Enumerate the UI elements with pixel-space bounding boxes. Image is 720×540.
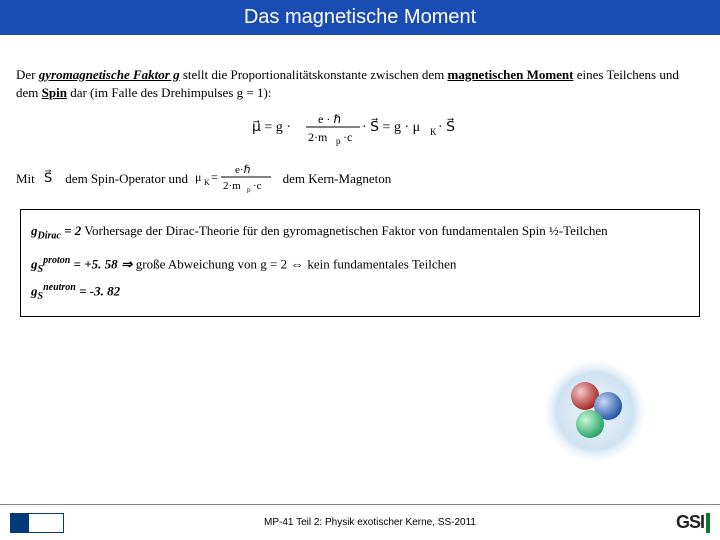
t: große Abweichung von g = 2 bbox=[136, 256, 287, 271]
dirac-text: Vorhersage der Dirac-Theorie für den gyr… bbox=[81, 223, 607, 238]
double-arrow-icon: ⇔ bbox=[287, 256, 307, 271]
nuclear-magneton-eq: μ K = e·ℏ 2·m p ·c bbox=[195, 161, 275, 197]
svg-text:K: K bbox=[430, 127, 437, 137]
svg-text:=: = bbox=[211, 170, 218, 184]
main-content: Der gyromagnetische Faktor g stellt die … bbox=[0, 35, 720, 317]
neutron-line: gSneutron = -3. 82 bbox=[31, 281, 689, 304]
proton-sup: proton bbox=[43, 255, 70, 266]
equation-mu-g-svg: μ⃗ = g · e · ℏ 2·m p ·c · S⃗ = g · μ K ·… bbox=[250, 107, 470, 147]
svg-text:e · ℏ: e · ℏ bbox=[318, 112, 341, 126]
svg-text:·c: ·c bbox=[343, 130, 352, 144]
t: dem Kern-Magneton bbox=[283, 171, 392, 186]
spin-operator-symbol: S⃗ bbox=[42, 168, 58, 190]
svg-text:μ⃗ = g ·: μ⃗ = g · bbox=[252, 120, 291, 135]
svg-text:p: p bbox=[247, 186, 251, 193]
neutron-sup: neutron bbox=[43, 282, 76, 293]
mit-line: Mit S⃗ dem Spin-Operator und μ K = e·ℏ 2… bbox=[16, 161, 704, 197]
proton-val: = +5. 58 bbox=[70, 256, 117, 271]
gyro-factor-term: gyromagnetische Faktor g bbox=[39, 67, 180, 82]
t: kein fundamentales Teilchen bbox=[307, 256, 456, 271]
title-bar: Das magnetische Moment bbox=[0, 0, 720, 35]
svg-text:2·m: 2·m bbox=[223, 180, 241, 192]
svg-text:· S⃗ = g · μ: · S⃗ = g · μ bbox=[362, 118, 420, 136]
gsi-text: GSI bbox=[676, 512, 704, 533]
svg-text:p: p bbox=[336, 136, 341, 146]
footer-text: MP-41 Teil 2: Physik exotischer Kerne, S… bbox=[264, 517, 476, 528]
arrow-icon: ⇒ bbox=[118, 256, 136, 271]
g-factor-box: gDirac = 2 Vorhersage der Dirac-Theorie … bbox=[20, 209, 700, 316]
dirac-sub: Dirac bbox=[38, 231, 61, 242]
svg-text:S⃗: S⃗ bbox=[44, 170, 52, 185]
gsi-logo: GSI bbox=[676, 512, 710, 533]
svg-text:2·m: 2·m bbox=[308, 130, 328, 144]
nucleon-illustration bbox=[540, 356, 650, 470]
footer-bar: MP-41 Teil 2: Physik exotischer Kerne, S… bbox=[0, 504, 720, 540]
svg-text:μ: μ bbox=[195, 170, 201, 184]
t: Der bbox=[16, 67, 39, 82]
svg-text:· S⃗: · S⃗ bbox=[438, 118, 455, 136]
gsi-bar-icon bbox=[706, 513, 710, 533]
page-title: Das magnetische Moment bbox=[244, 6, 476, 28]
proton-line: gSproton = +5. 58 ⇒ große Abweichung von… bbox=[31, 254, 689, 277]
dirac-val: = 2 bbox=[61, 223, 81, 238]
intro-text: Der gyromagnetische Faktor g stellt die … bbox=[16, 66, 704, 101]
svg-text:e·ℏ: e·ℏ bbox=[235, 164, 251, 176]
spin-term: Spin bbox=[42, 85, 67, 100]
university-logo bbox=[10, 513, 64, 533]
main-equation: μ⃗ = g · e · ℏ 2·m p ·c · S⃗ = g · μ K ·… bbox=[16, 107, 704, 151]
t: dem Spin-Operator und bbox=[65, 171, 191, 186]
neutron-val: = -3. 82 bbox=[76, 283, 120, 298]
t: dar (im Falle des Drehimpulses g = 1): bbox=[67, 85, 271, 100]
svg-text:·c: ·c bbox=[253, 180, 262, 192]
dirac-line: gDirac = 2 Vorhersage der Dirac-Theorie … bbox=[31, 222, 689, 244]
magnetic-moment-term: magnetischen Moment bbox=[447, 67, 573, 82]
t: stellt die Proportionalitätskonstante zw… bbox=[180, 67, 448, 82]
svg-text:K: K bbox=[204, 178, 210, 187]
t: Mit bbox=[16, 171, 38, 186]
